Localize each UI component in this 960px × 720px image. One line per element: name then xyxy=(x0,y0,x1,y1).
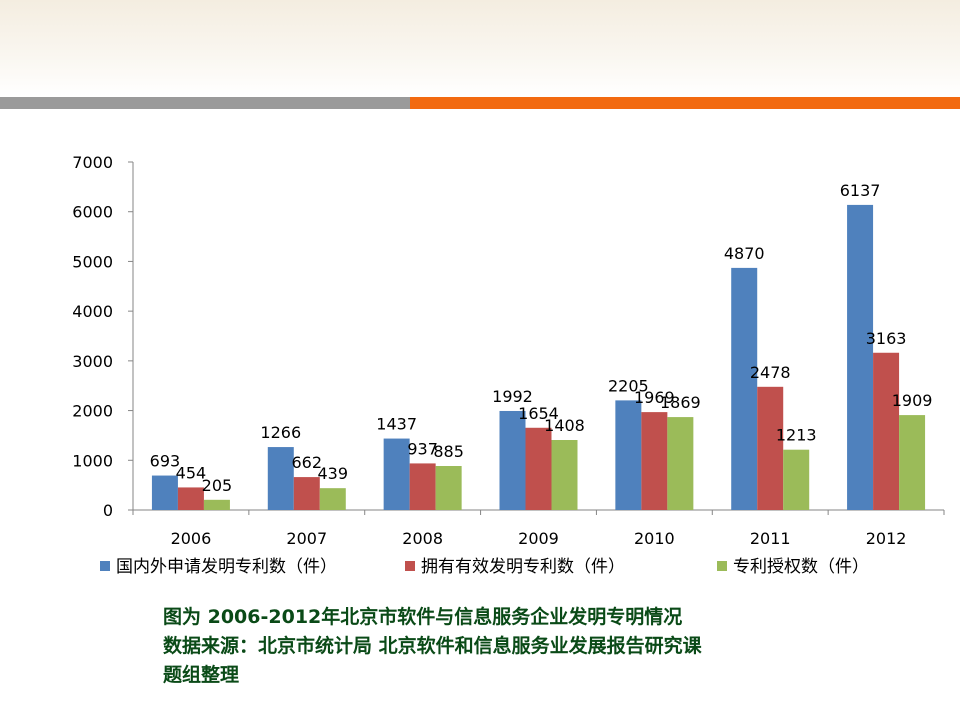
x-tick-label: 2009 xyxy=(518,529,559,548)
bar-value-label: 1992 xyxy=(492,387,533,406)
bar-value-label: 2205 xyxy=(608,376,649,395)
bar-value-label: 1266 xyxy=(260,423,301,442)
x-tick-label: 2011 xyxy=(750,529,791,548)
bar-value-label: 1969 xyxy=(634,388,675,407)
y-tick-label: 1000 xyxy=(72,451,113,470)
bar xyxy=(615,400,642,510)
bar-value-label: 1869 xyxy=(660,393,701,412)
bar-value-label: 6137 xyxy=(840,181,881,200)
legend-label: 国内外申请发明专利数（件） xyxy=(116,557,337,577)
legend-swatch xyxy=(717,561,727,571)
header-rule-gray xyxy=(0,97,410,109)
bar xyxy=(203,499,230,510)
bar xyxy=(667,417,694,510)
caption-line-3: 题组整理 xyxy=(163,664,240,686)
bar-value-label: 693 xyxy=(150,452,181,471)
x-tick-label: 2008 xyxy=(402,529,443,548)
caption-line-2: 数据来源：北京市统计局 北京软件和信息服务业发展报告研究课 xyxy=(163,635,702,657)
figure-caption: 图为 2006-2012年北京市软件与信息服务企业发明专明情况 数据来源：北京市… xyxy=(163,603,923,690)
bar xyxy=(383,438,410,510)
bar-value-label: 937 xyxy=(407,439,438,458)
x-tick-label: 2012 xyxy=(866,529,907,548)
bar-value-label: 1437 xyxy=(376,415,417,434)
bar-value-label: 885 xyxy=(433,442,464,461)
bar xyxy=(267,447,294,510)
legend-label: 拥有有效发明专利数（件） xyxy=(421,557,625,577)
bar xyxy=(177,487,204,510)
bar-value-label: 1909 xyxy=(892,391,933,410)
bar-value-label: 662 xyxy=(292,453,323,472)
y-tick-label: 2000 xyxy=(72,402,113,421)
header-rule-orange xyxy=(410,97,960,109)
bar-value-label: 454 xyxy=(176,463,207,482)
x-tick-label: 2006 xyxy=(171,529,212,548)
bar-value-label: 1213 xyxy=(776,426,817,445)
y-tick-label: 7000 xyxy=(72,153,113,172)
bar xyxy=(499,410,526,510)
legend-label: 专利授权数（件） xyxy=(733,557,869,577)
y-tick-label: 0 xyxy=(103,501,113,520)
bar xyxy=(847,204,874,510)
bar xyxy=(151,475,178,510)
bar xyxy=(409,463,436,510)
bar xyxy=(641,412,668,510)
caption-line-1: 图为 2006-2012年北京市软件与信息服务企业发明专明情况 xyxy=(163,606,683,628)
bar xyxy=(551,440,578,510)
bar-value-label: 2478 xyxy=(750,363,791,382)
bar xyxy=(293,477,320,510)
bar xyxy=(525,427,552,510)
bar xyxy=(435,466,462,510)
y-tick-label: 4000 xyxy=(72,302,113,321)
header-band xyxy=(0,0,960,97)
y-tick-label: 3000 xyxy=(72,352,113,371)
legend-swatch xyxy=(100,561,110,571)
x-tick-label: 2007 xyxy=(286,529,327,548)
y-tick-label: 6000 xyxy=(72,203,113,222)
x-tick-label: 2010 xyxy=(634,529,675,548)
bar-value-label: 1654 xyxy=(518,404,559,423)
bar-value-label: 3163 xyxy=(866,329,907,348)
bar xyxy=(757,386,784,510)
bar-value-label: 205 xyxy=(202,476,233,495)
bar-value-label: 439 xyxy=(318,464,349,483)
bar-value-label: 1408 xyxy=(544,416,585,435)
bar xyxy=(319,488,346,510)
bar xyxy=(783,449,810,510)
bar xyxy=(873,352,900,510)
bar xyxy=(899,415,926,510)
y-tick-label: 5000 xyxy=(72,252,113,271)
legend-swatch xyxy=(405,561,415,571)
bar-value-label: 4870 xyxy=(724,244,765,263)
bar xyxy=(731,267,758,510)
